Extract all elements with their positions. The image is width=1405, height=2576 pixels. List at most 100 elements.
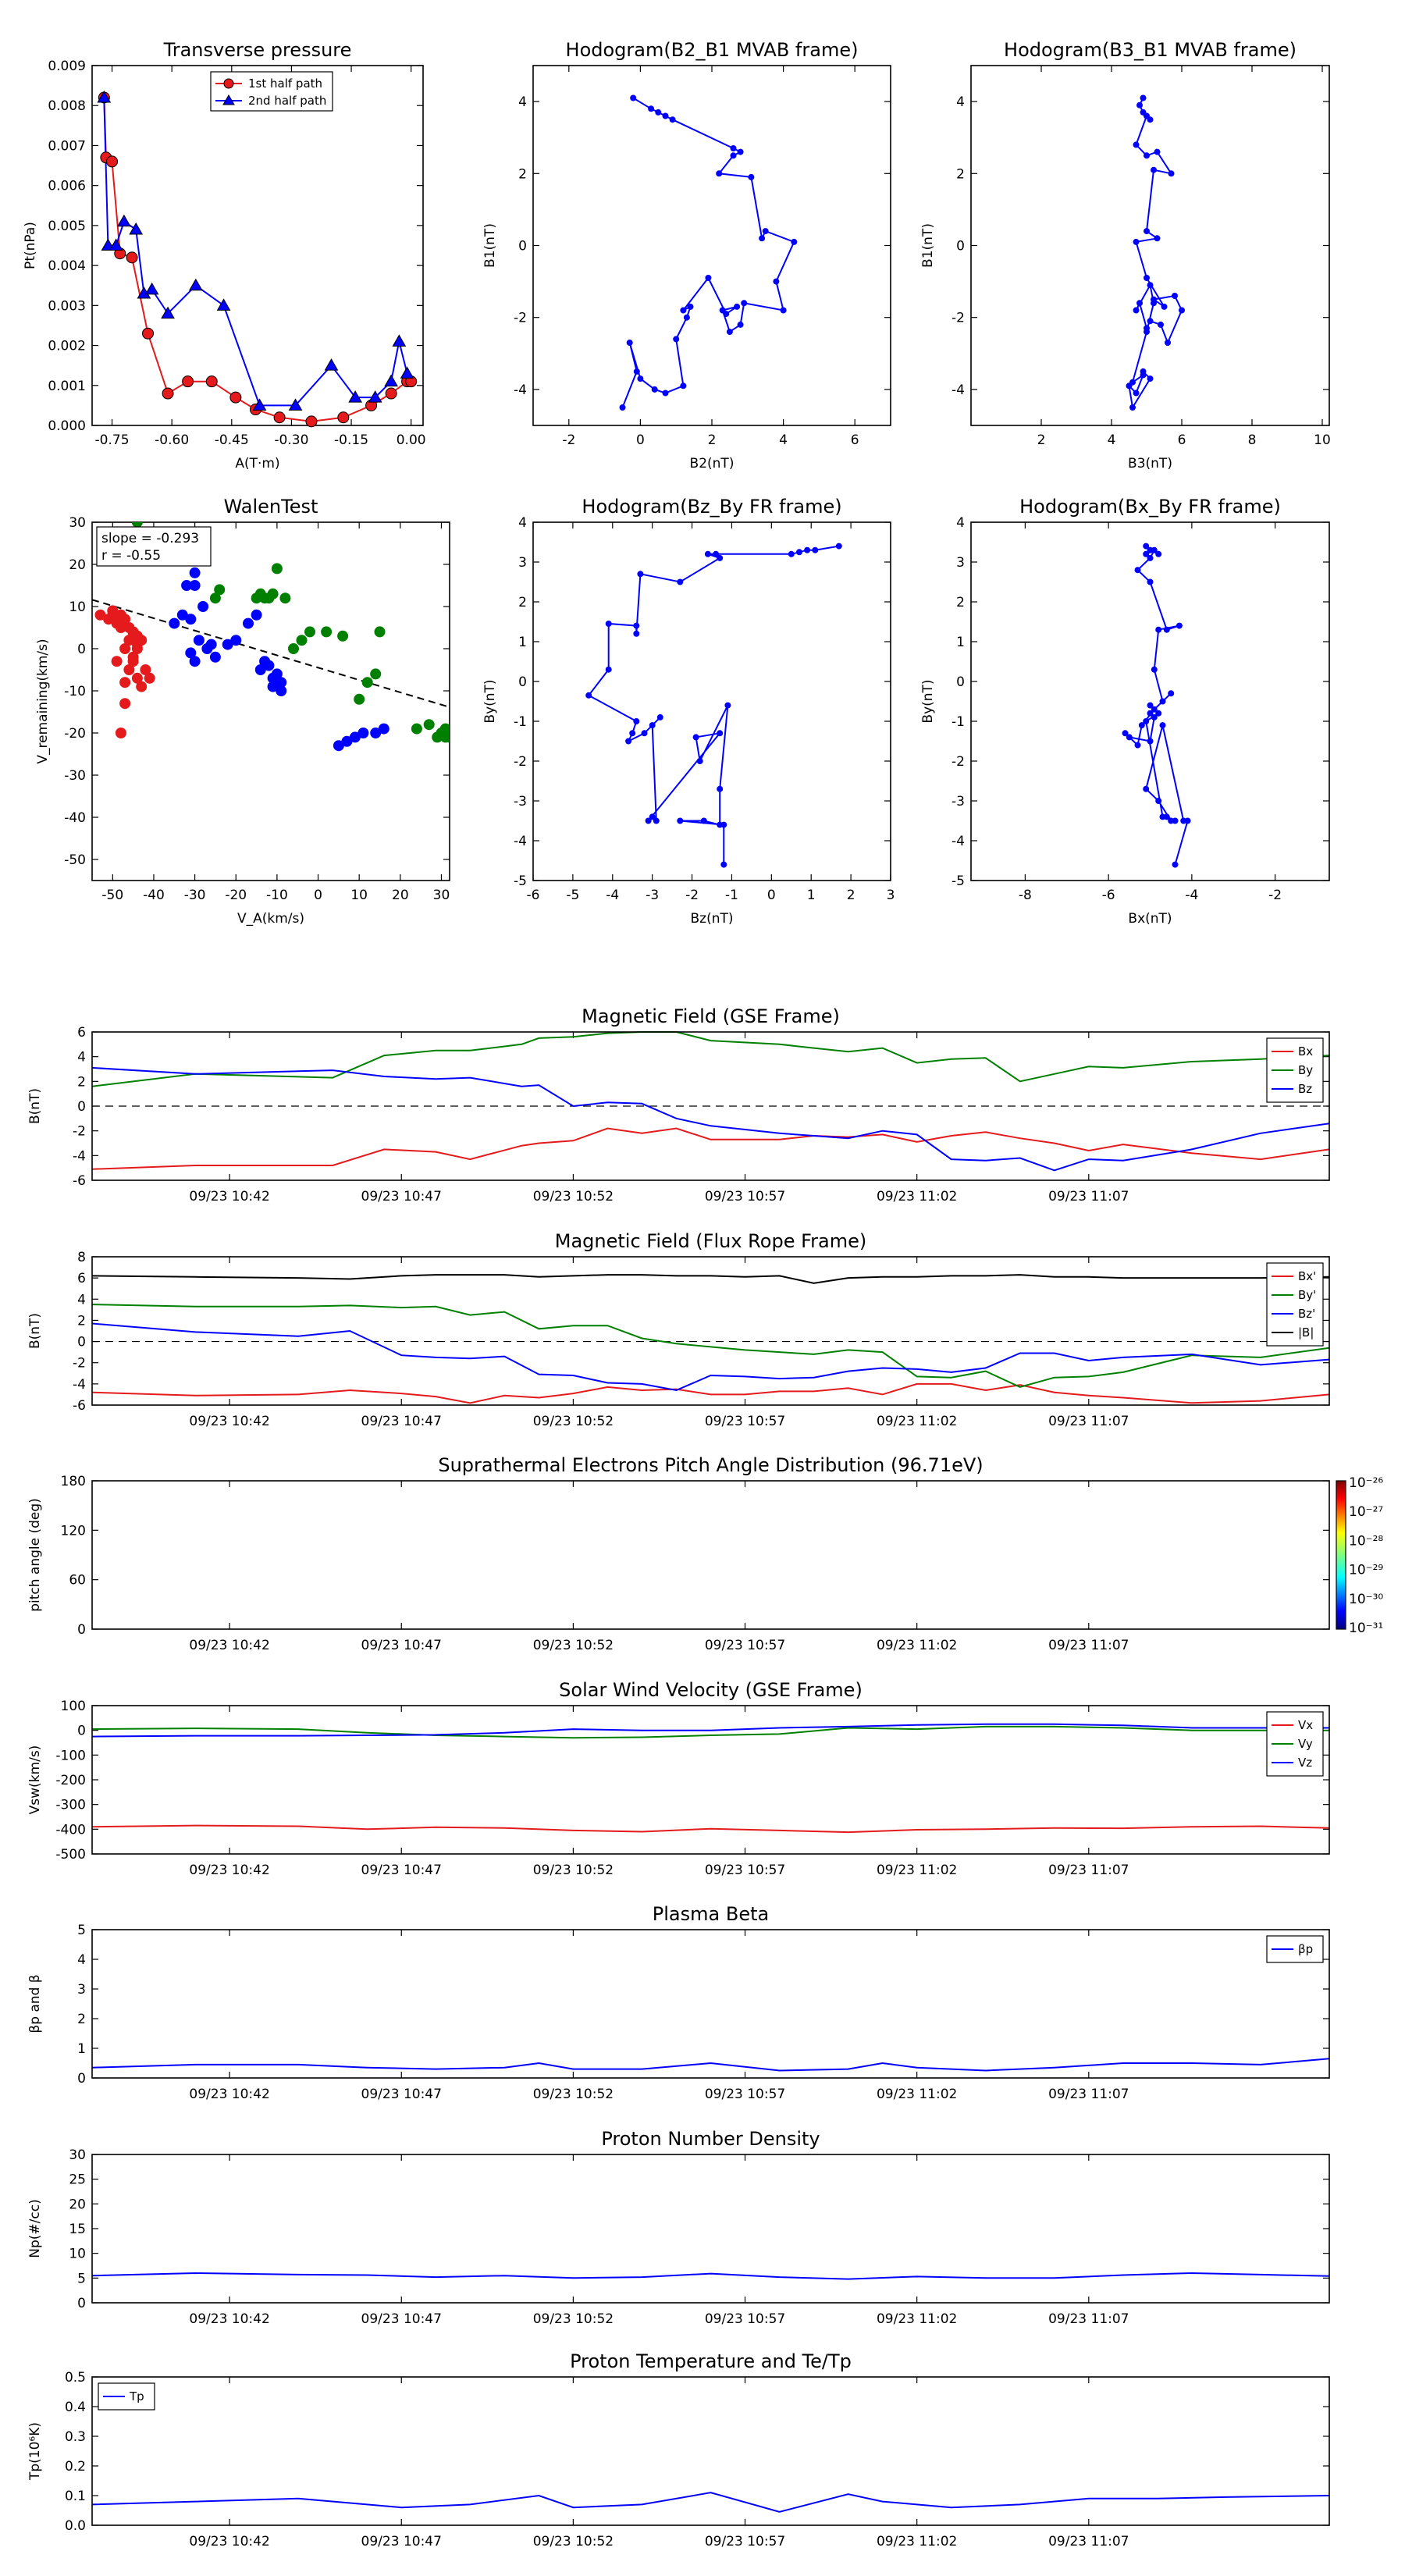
time-tick-label: 09/23 11:07 — [1048, 1863, 1129, 1878]
x-tick-label: -0.15 — [334, 432, 368, 448]
chart-title: Hodogram(Bz_By FR frame) — [582, 496, 841, 518]
x-tick-label: 4 — [1108, 432, 1116, 448]
data-point — [788, 550, 795, 557]
x-tick-label: 20 — [392, 888, 409, 903]
data-point — [263, 660, 275, 671]
y-tick-label: -6 — [73, 1398, 86, 1414]
y-tick-label: -2 — [951, 311, 965, 326]
data-point — [144, 282, 159, 295]
data-point — [677, 817, 684, 824]
y-tick-label: 0.3 — [65, 2429, 86, 2445]
data-point — [717, 554, 724, 561]
plot-frame — [91, 1705, 1330, 1855]
y-axis-label: By(nT) — [920, 679, 936, 723]
y-tick-label: 0 — [77, 1622, 86, 1638]
data-point — [126, 251, 138, 264]
y-tick-label: 10 — [69, 2247, 86, 2262]
panel-title: Magnetic Field (GSE Frame) — [582, 1005, 840, 1027]
time-tick-label: 09/23 10:52 — [533, 1638, 614, 1653]
series-line — [91, 1066, 1330, 1172]
x-tick-label: 8 — [1248, 432, 1257, 448]
data-point — [1126, 734, 1133, 741]
chart-panel: Hodogram(B2_B1 MVAB frame) B2(nT) B1(nT) -2… — [482, 39, 891, 471]
data-point — [1151, 713, 1158, 720]
time-tick-label: 09/23 10:47 — [361, 2087, 442, 2102]
panel-title: Proton Temperature and Te/Tp — [570, 2350, 852, 2372]
data-point — [649, 722, 656, 729]
chart-panel: Hodogram(Bz_By FR frame)Bz(nT)By(nT)-6 -5… — [482, 496, 895, 927]
y-tick-label: -2 — [951, 754, 965, 770]
data-point — [687, 303, 694, 310]
data-point — [1143, 718, 1150, 724]
data-point — [1147, 116, 1154, 123]
legend-marker — [222, 94, 235, 105]
data-point — [791, 238, 798, 245]
y-tick-label: -2 — [73, 1356, 86, 1372]
data-point — [304, 626, 315, 638]
data-point — [633, 630, 640, 637]
time-tick-label: 09/23 11:07 — [1048, 2087, 1129, 2102]
y-tick-label: 5 — [77, 2271, 86, 2286]
y-tick-label: 4 — [518, 94, 527, 110]
chart-title: Transverse pressure — [163, 39, 352, 61]
x-tick-label: -0.60 — [155, 432, 189, 448]
data-point — [205, 639, 217, 650]
y-tick-label: -200 — [55, 1773, 86, 1788]
data-point — [730, 145, 737, 151]
time-tick-label: 09/23 11:02 — [877, 2311, 957, 2327]
y-tick-label: 120 — [61, 1523, 86, 1539]
data-point — [1154, 148, 1161, 155]
y-tick-label: 0.009 — [48, 59, 86, 74]
y-tick-label: 0 — [956, 674, 965, 690]
y-tick-label: 60 — [69, 1573, 86, 1589]
y-tick-label: -4 — [951, 834, 965, 849]
colorbar-label: 10⁻³¹ — [1349, 1621, 1383, 1636]
data-point — [1147, 578, 1154, 585]
data-point — [653, 817, 660, 824]
data-point — [1143, 785, 1150, 792]
y-tick-label: 0.1 — [65, 2489, 86, 2504]
data-point — [1172, 861, 1179, 868]
y-tick-label: -100 — [55, 1748, 86, 1763]
y-tick-label: 0 — [77, 2071, 86, 2087]
data-point — [804, 546, 811, 553]
data-point — [648, 105, 655, 112]
data-point — [127, 651, 139, 663]
y-tick-label: 10 — [69, 600, 86, 615]
y-tick-label: -1 — [951, 714, 965, 730]
data-point — [321, 626, 333, 638]
y-tick-label: 4 — [518, 515, 527, 531]
legend-label: Vy — [1298, 1737, 1313, 1751]
time-tick-label: 09/23 10:42 — [189, 1414, 269, 1429]
y-tick-label: -50 — [64, 852, 86, 868]
annotation-box — [96, 526, 212, 567]
series-line — [91, 2492, 1330, 2513]
data-point — [230, 635, 242, 646]
data-point — [741, 300, 748, 307]
hodogram-path — [1128, 98, 1183, 410]
x-tick-label: 6 — [1178, 432, 1186, 448]
y-tick-label: -4 — [514, 382, 527, 398]
data-point — [107, 605, 119, 617]
data-point — [641, 730, 648, 737]
plot-frame — [91, 65, 424, 426]
plot-frame — [970, 521, 1330, 881]
x-axis-label: Bz(nT) — [690, 911, 733, 927]
y-tick-label: -2 — [514, 311, 527, 326]
series-line — [91, 1723, 1329, 1738]
y-tick-label: -20 — [64, 726, 86, 742]
data-point — [136, 681, 148, 692]
data-point — [1147, 318, 1154, 325]
y-tick-label: -4 — [73, 1377, 86, 1393]
y-tick-label: 1 — [518, 635, 527, 650]
data-point — [1151, 666, 1158, 673]
data-point — [273, 411, 286, 424]
data-point — [677, 578, 684, 585]
data-point — [1144, 329, 1150, 336]
annotation-r: r = -0.55 — [101, 548, 161, 564]
timeseries-panel: Suprathermal Electrons Pitch Angle Distr… — [27, 1454, 1383, 1653]
plot-frame — [91, 1256, 1330, 1406]
legend-label: βp — [1298, 1942, 1313, 1956]
data-point — [1165, 340, 1171, 346]
